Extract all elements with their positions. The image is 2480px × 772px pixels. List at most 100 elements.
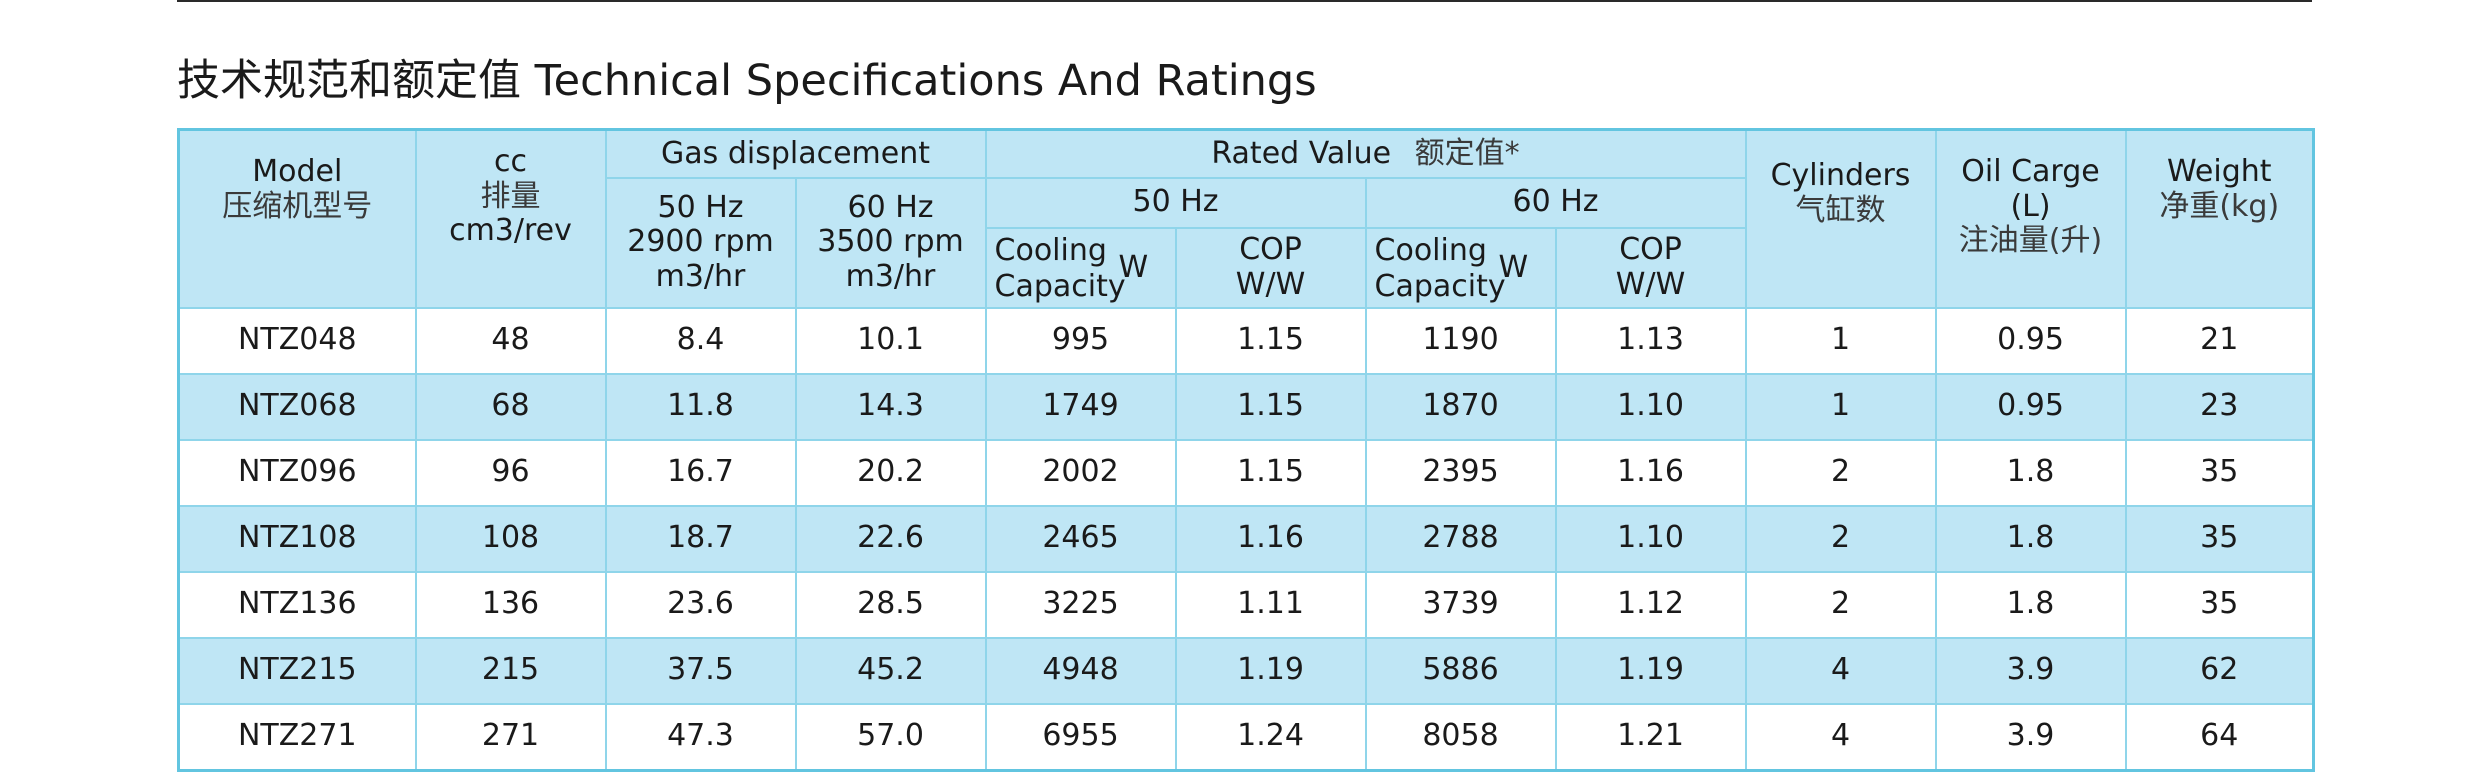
cell-gas-50hz: 16.7 [604, 438, 797, 507]
header-gas-50hz-unit: m3/hr [655, 258, 746, 294]
cell-cc: 68 [414, 372, 607, 441]
header-gas-50hz-rpm: 2900 rpm [627, 224, 774, 260]
cell-oil-charge: 3.9 [1934, 702, 2127, 771]
cell-model: NTZ271 [177, 702, 417, 771]
cell-gas-60hz: 28.5 [794, 570, 987, 639]
header-gas-50hz: 50 Hz 2900 rpm m3/hr [604, 176, 797, 309]
cell-cop-60hz: 1.10 [1554, 372, 1747, 441]
cell-gas-50hz: 11.8 [604, 372, 797, 441]
cell-cop-50hz: 1.19 [1174, 636, 1367, 705]
cell-oil-charge: 1.8 [1934, 438, 2127, 507]
cell-gas-50hz: 23.6 [604, 570, 797, 639]
cell-cc: 271 [414, 702, 607, 771]
header-model: Model 压缩机型号 [177, 128, 417, 309]
cell-cooling-capacity-50hz: 2465 [984, 504, 1177, 573]
cell-weight: 35 [2124, 570, 2315, 639]
capacity-label: Capacity [1374, 268, 1506, 304]
header-rated-50hz: 50 Hz [984, 176, 1367, 229]
header-gas-displacement-label: Gas displacement [661, 135, 930, 171]
cell-cooling-capacity-50hz: 1749 [984, 372, 1177, 441]
capacity-unit: W [1118, 249, 1149, 285]
cell-model: NTZ096 [177, 438, 417, 507]
cooling-label: Cooling [1374, 232, 1487, 268]
cop-unit: W/W [1615, 266, 1686, 302]
cell-cop-60hz: 1.19 [1554, 636, 1747, 705]
cell-cylinders: 1 [1744, 372, 1937, 441]
cell-cooling-capacity-50hz: 2002 [984, 438, 1177, 507]
header-weight-en: Weight [2167, 154, 2272, 189]
cell-cooling-capacity-50hz: 3225 [984, 570, 1177, 639]
header-gas-60hz-unit: m3/hr [845, 258, 936, 294]
cell-cooling-capacity-50hz: 4948 [984, 636, 1177, 705]
cell-weight: 21 [2124, 306, 2315, 375]
cell-cc: 96 [414, 438, 607, 507]
cell-cop-50hz: 1.11 [1174, 570, 1367, 639]
table-row: NTZ136 136 23.6 28.5 3225 1.11 3739 1.12 2 1.8 35 [177, 570, 2315, 639]
cell-gas-50hz: 47.3 [604, 702, 797, 771]
header-cc-en: cc [494, 144, 527, 179]
cell-gas-50hz: 18.7 [604, 504, 797, 573]
header-gas-60hz: 60 Hz 3500 rpm m3/hr [794, 176, 987, 309]
cell-cooling-capacity-50hz: 995 [984, 306, 1177, 375]
header-cc-zh: 排量 [480, 178, 541, 214]
table-row: NTZ048 48 8.4 10.1 995 1.15 1190 1.13 1 0.95 21 [177, 306, 2315, 375]
header-gas-displacement: Gas displacement [604, 128, 987, 179]
header-cc: cc 排量 cm3/rev [414, 128, 607, 309]
cell-weight: 64 [2124, 702, 2315, 771]
header-cop-60hz: COP W/W [1554, 226, 1747, 309]
cell-cooling-capacity-60hz: 3739 [1364, 570, 1557, 639]
cell-oil-charge: 0.95 [1934, 306, 2127, 375]
cell-model: NTZ136 [177, 570, 417, 639]
cell-cc: 108 [414, 504, 607, 573]
cell-cop-60hz: 1.12 [1554, 570, 1747, 639]
page-title: 技术规范和额定值 Technical Specifications And Ra… [177, 56, 1317, 106]
cell-oil-charge: 3.9 [1934, 636, 2127, 705]
header-cc-unit: cm3/rev [449, 213, 572, 248]
cell-model: NTZ048 [177, 306, 417, 375]
top-divider [177, 0, 2312, 2]
header-gas-60hz-rpm: 3500 rpm [817, 224, 964, 260]
cell-gas-60hz: 10.1 [794, 306, 987, 375]
table-row: NTZ096 96 16.7 20.2 2002 1.15 2395 1.16 2 1.8 35 [177, 438, 2315, 507]
header-cylinders-en: Cylinders [1770, 158, 1911, 193]
header-gas-50hz-freq: 50 Hz [657, 189, 744, 225]
capacity-label: Capacity [994, 268, 1126, 304]
cell-weight: 23 [2124, 372, 2315, 441]
header-weight: Weight 净重(kg) [2124, 128, 2315, 309]
cell-cooling-capacity-50hz: 6955 [984, 702, 1177, 771]
cell-cylinders: 1 [1744, 306, 1937, 375]
cell-gas-60hz: 20.2 [794, 438, 987, 507]
cell-model: NTZ068 [177, 372, 417, 441]
cell-cop-60hz: 1.10 [1554, 504, 1747, 573]
cell-model: NTZ108 [177, 504, 417, 573]
header-rated-value: Rated Value 额定值* [984, 128, 1747, 179]
cell-cc: 48 [414, 306, 607, 375]
capacity-unit: W [1498, 249, 1529, 285]
header-oil-charge: Oil Carge (L) 注油量(升) [1934, 128, 2127, 309]
cell-gas-60hz: 57.0 [794, 702, 987, 771]
cell-cylinders: 2 [1744, 438, 1937, 507]
specifications-table: Model 压缩机型号 cc 排量 cm3/rev Gas displaceme… [177, 128, 2316, 772]
cell-cooling-capacity-60hz: 8058 [1364, 702, 1557, 771]
cop-unit: W/W [1235, 266, 1306, 302]
cell-cooling-capacity-60hz: 2395 [1364, 438, 1557, 507]
table-row: NTZ215 215 37.5 45.2 4948 1.19 5886 1.19 4 3.9 62 [177, 636, 2315, 705]
cell-cop-50hz: 1.24 [1174, 702, 1367, 771]
header-rated-60hz: 60 Hz [1364, 176, 1747, 229]
header-weight-zh: 净重(kg) [2159, 188, 2280, 224]
header-rated-value-zh: 额定值* [1414, 135, 1520, 171]
table-row: NTZ108 108 18.7 22.6 2465 1.16 2788 1.10 2 1.8 35 [177, 504, 2315, 573]
cell-oil-charge: 1.8 [1934, 504, 2127, 573]
header-rated-value-en: Rated Value [1211, 135, 1392, 171]
header-oil-zh: 注油量(升) [1958, 223, 2103, 258]
cooling-label: Cooling [994, 232, 1107, 268]
cell-cop-60hz: 1.16 [1554, 438, 1747, 507]
header-gas-60hz-freq: 60 Hz [847, 189, 934, 225]
table-body: NTZ048 48 8.4 10.1 995 1.15 1190 1.13 1 0.95 21 NTZ… [177, 306, 2315, 771]
cell-cooling-capacity-60hz: 2788 [1364, 504, 1557, 573]
header-cooling-capacity-50hz: Cooling Capacity W [984, 226, 1177, 309]
cell-cop-50hz: 1.15 [1174, 306, 1367, 375]
cell-gas-60hz: 22.6 [794, 504, 987, 573]
cell-cop-60hz: 1.21 [1554, 702, 1747, 771]
cell-cylinders: 2 [1744, 570, 1937, 639]
